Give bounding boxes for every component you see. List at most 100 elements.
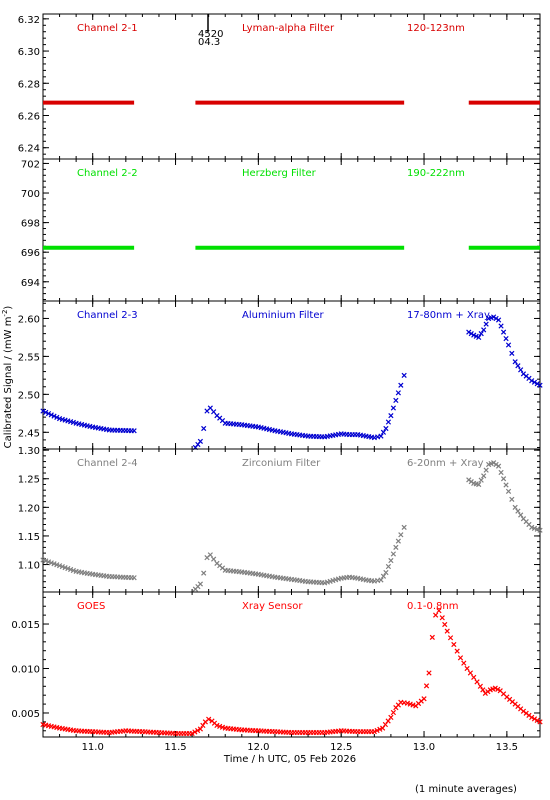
data-point — [398, 382, 404, 388]
x-tick-label: 12.0 — [247, 742, 269, 753]
x-axis-label: Time / h UTC, 05 Feb 2026 — [223, 754, 356, 765]
data-point — [478, 331, 484, 337]
data-point — [197, 438, 204, 445]
y-tick-label: 0.015 — [11, 620, 40, 631]
data-point — [388, 714, 394, 721]
y-tick-label: 6.28 — [18, 79, 40, 90]
y-tick-label: 1.15 — [18, 532, 40, 543]
data-point — [481, 473, 487, 479]
y-tick-label: 6.26 — [18, 112, 40, 123]
y-tick-label: 702 — [21, 159, 40, 170]
data-point — [492, 685, 498, 691]
data-point — [531, 379, 538, 385]
channel-label: Channel 2-4 — [77, 458, 138, 469]
data-point — [512, 359, 518, 365]
data-point — [471, 674, 477, 681]
y-axis-label: Calibrated Signal / (mW m-2) — [1, 306, 14, 449]
data-point — [388, 557, 394, 564]
filter-label: Herzberg Filter — [242, 168, 317, 179]
y-axis-label-main: Calibrated Signal / (mW m — [3, 317, 14, 449]
data-point — [374, 727, 380, 734]
data-point — [426, 670, 432, 676]
data-point — [509, 496, 515, 502]
data-point — [131, 575, 137, 581]
data-point — [201, 425, 207, 432]
data-point — [531, 716, 538, 722]
data-point — [423, 683, 430, 689]
data-point — [390, 551, 397, 557]
data-point — [480, 687, 486, 693]
data-point — [495, 463, 502, 469]
data-point — [503, 335, 509, 342]
data-point — [429, 634, 435, 640]
data-point — [534, 717, 540, 724]
data-point — [500, 476, 507, 482]
data-point — [54, 414, 60, 421]
y-tick-label: 2.50 — [18, 390, 40, 401]
event-marker-label-bottom: 04.3 — [198, 37, 220, 48]
data-point — [388, 412, 394, 419]
data-point — [466, 329, 472, 335]
x-tick-label: 11.0 — [82, 742, 104, 753]
y-tick-label: 2.45 — [18, 428, 40, 439]
data-point — [395, 538, 401, 544]
data-point — [211, 556, 217, 562]
data-point — [483, 321, 489, 327]
y-tick-label: 1.30 — [18, 446, 40, 457]
data-point — [515, 508, 521, 514]
band-label: 190-222nm — [407, 168, 465, 179]
data-point — [43, 409, 49, 415]
data-point — [447, 635, 454, 641]
data-point — [378, 433, 384, 439]
data-point — [40, 408, 46, 414]
data-point — [390, 709, 397, 716]
panel-2: 694 696 698 700 702 Channel 2-2 Herzberg Filte… — [21, 158, 541, 302]
data-point — [189, 730, 195, 737]
channel-label: Channel 2-3 — [77, 310, 138, 321]
filter-label: Xray Sensor — [242, 601, 303, 612]
data-point — [505, 342, 512, 348]
panels-group: 6.24 6.26 6.28 6.30 6.32 Channel 2-1 Lyman-alp… — [11, 13, 543, 753]
y-tick-label: 0.010 — [11, 665, 40, 676]
channel-label: Channel 2-1 — [77, 23, 138, 34]
y-tick-label: 696 — [21, 248, 40, 259]
panel-frame — [42, 158, 541, 302]
data-point — [461, 660, 467, 666]
data-point — [518, 367, 524, 373]
data-point — [481, 327, 487, 333]
data-point — [515, 363, 521, 369]
panel-frame — [42, 300, 541, 450]
data-point — [45, 410, 52, 417]
data-point — [421, 696, 427, 702]
data-point — [509, 350, 515, 356]
filter-label: Zirconium Filter — [242, 458, 321, 469]
data-point — [498, 469, 504, 476]
data-point — [398, 532, 404, 538]
data-point — [537, 527, 543, 533]
panel-4: 1.10 1.15 1.20 1.25 1.30 Channel 2-4 Zirconium… — [18, 446, 543, 593]
data-point — [48, 412, 54, 418]
y-tick-label: 1.10 — [18, 561, 40, 572]
band-label: 120-123nm — [407, 23, 465, 34]
data-point — [537, 719, 543, 725]
data-point — [385, 419, 392, 425]
y-axis-label-sup: -2 — [1, 310, 9, 317]
data-point — [383, 569, 389, 576]
panel-1: 6.24 6.26 6.28 6.30 6.32 Channel 2-1 Lyman-alp… — [18, 13, 541, 160]
data-point — [439, 615, 445, 621]
x-tick-label: 13.5 — [496, 742, 518, 753]
data-point — [537, 382, 543, 388]
data-point — [498, 323, 504, 329]
y-tick-label: 698 — [21, 219, 40, 230]
panel-3: 2.45 2.50 2.55 2.60 Channel 2-3 Aluminium Fil… — [18, 300, 543, 451]
y-tick-label: 6.24 — [18, 144, 40, 155]
data-point — [468, 331, 474, 337]
data-point — [433, 612, 439, 618]
footnote: (1 minute averages) — [415, 784, 517, 795]
y-tick-label: 0.005 — [11, 709, 40, 720]
filter-label: Lyman-alpha Filter — [242, 23, 335, 34]
data-point — [197, 581, 204, 587]
data-point — [529, 714, 535, 721]
data-point — [474, 679, 480, 685]
